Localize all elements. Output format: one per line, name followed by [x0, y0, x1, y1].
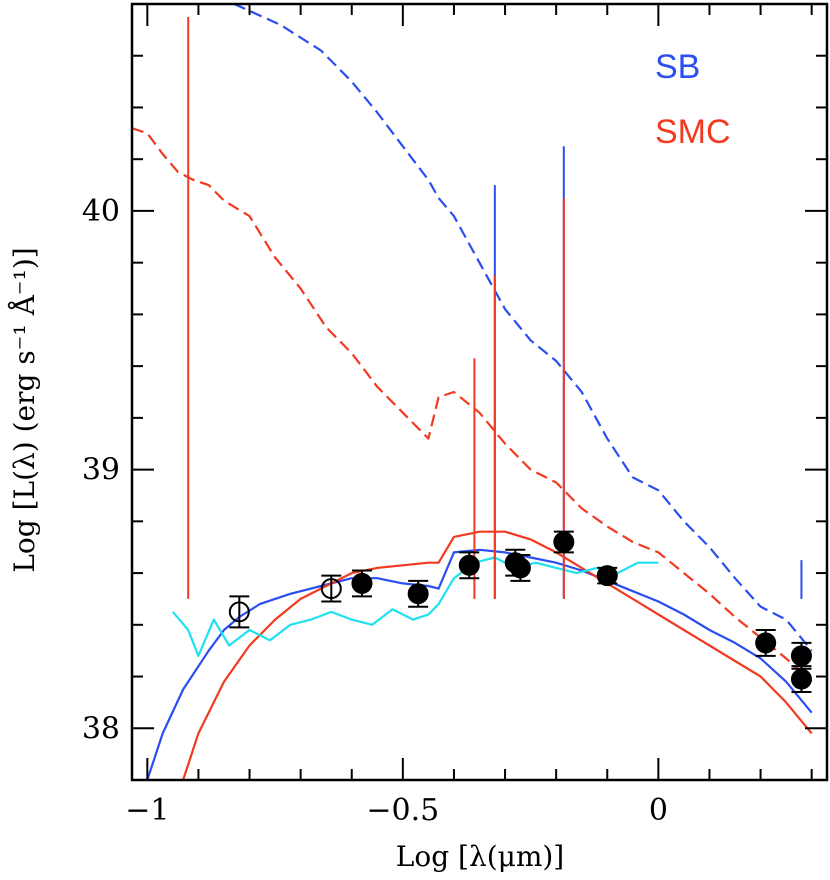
marker-1: [320, 578, 342, 600]
marker-9: [755, 632, 777, 654]
marker-6: [509, 557, 531, 579]
photometry-point-11: [790, 665, 812, 694]
y-axis-label: Log [L(λ) (erg s⁻¹ Å⁻¹)]: [8, 247, 41, 572]
photometry-point-1: [320, 574, 342, 603]
series-line-4: [172, 556, 659, 657]
photometry-point-3: [407, 579, 429, 608]
plot-frame: [130, 2, 829, 782]
photometry-point-7: [553, 530, 575, 554]
series-line-3: [182, 530, 813, 780]
y-tick-label-0: 38: [82, 711, 120, 746]
marker-10: [790, 645, 812, 667]
y-tick-label-2: 40: [82, 194, 120, 229]
series-line-0: [233, 4, 813, 652]
y-tick-label-1: 39: [82, 453, 120, 488]
marker-2: [351, 572, 373, 594]
photometry-point-6: [509, 553, 531, 582]
photometry-layer: [228, 530, 812, 694]
marker-3: [407, 583, 429, 605]
marker-4: [458, 554, 480, 576]
legend-entry-sb: SB: [655, 48, 700, 86]
marker-0: [228, 601, 250, 623]
photometry-point-8: [596, 565, 618, 587]
x-tick-label-1: −0.5: [366, 793, 439, 828]
emission-lines-layer: [187, 16, 803, 599]
series-layer: [132, 4, 813, 780]
x-axis-label: Log [λ(μm)]: [396, 840, 564, 873]
photometry-point-9: [755, 628, 777, 657]
series-line-1: [132, 127, 813, 683]
marker-8: [596, 565, 618, 587]
axis-ticks: [132, 3, 827, 781]
photometry-point-4: [458, 551, 480, 580]
x-tick-label-0: −1: [125, 793, 169, 828]
photometry-point-0: [228, 595, 250, 629]
photometry-point-2: [351, 569, 373, 598]
legend-entry-smc: SMC: [655, 113, 731, 151]
marker-11: [790, 668, 812, 690]
x-tick-label-2: 0: [649, 793, 668, 828]
series-line-2: [146, 548, 813, 780]
photometry-point-10: [790, 641, 812, 670]
marker-7: [553, 531, 575, 553]
axis-tick-labels: −1 −0.5 0 38 39 40: [82, 194, 668, 828]
